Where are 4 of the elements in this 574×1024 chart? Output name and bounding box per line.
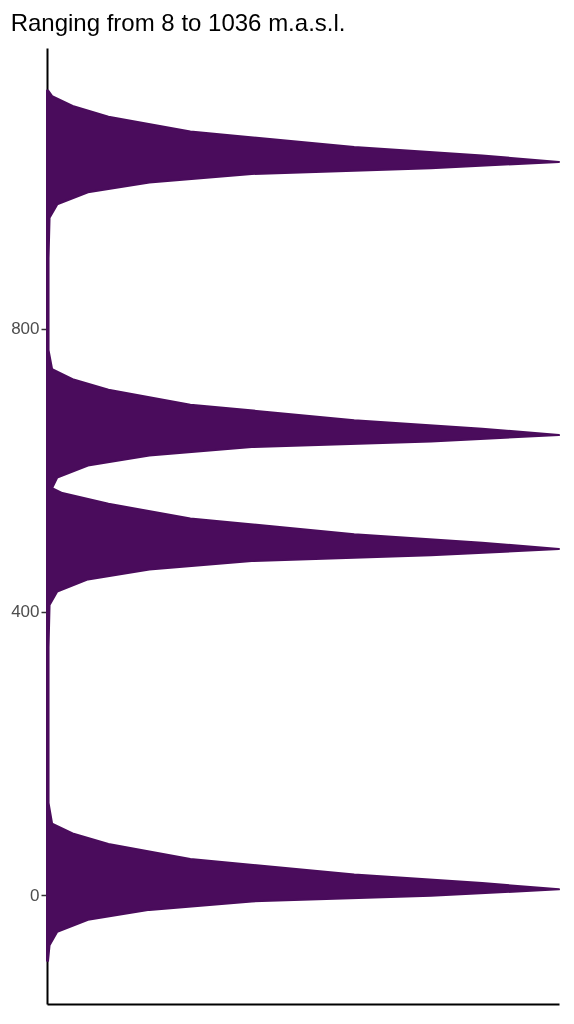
y-tick-label: 800	[11, 319, 40, 339]
chart-title: Ranging from 8 to 1036 m.a.s.l.	[10, 9, 346, 36]
y-tick-label: 400	[11, 602, 40, 622]
y-tick-label: 0	[30, 885, 40, 905]
